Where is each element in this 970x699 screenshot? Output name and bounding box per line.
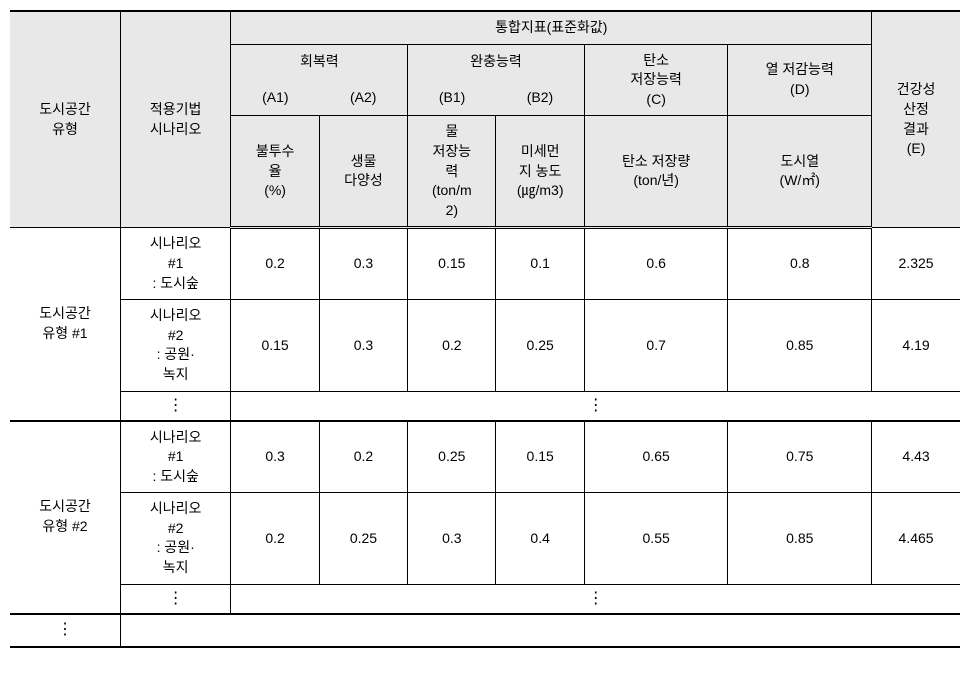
hdr-b2-code: (B2)	[496, 80, 584, 116]
ellipsis-row: ⋮⋮	[10, 391, 960, 421]
value-cell: 0.1	[496, 228, 584, 300]
value-cell: 0.3	[319, 228, 407, 300]
hdr-heat: 열 저감능력	[766, 61, 834, 77]
value-cell: 0.85	[728, 493, 872, 584]
hdr-space-type: 도시공간유형	[10, 11, 120, 228]
value-cell: 0.7	[584, 300, 728, 391]
hdr-a2-code: (A2)	[319, 80, 407, 116]
table-body: 도시공간유형 #1시나리오#1: 도시숲0.20.30.150.10.60.82…	[10, 228, 960, 647]
table-row: 도시공간유형 #1시나리오#1: 도시숲0.20.30.150.10.60.82…	[10, 228, 960, 300]
hdr-b1-code: (B1)	[408, 80, 496, 116]
value-cell: 0.25	[408, 421, 496, 493]
value-cell: 0.2	[408, 300, 496, 391]
table-header: 도시공간유형 적용기법시나리오 통합지표(표준화값) 건강성산정결과(E) 회복…	[10, 11, 960, 228]
value-cell: 0.65	[584, 421, 728, 493]
value-cell: 0.55	[584, 493, 728, 584]
group-title: 도시공간유형 #2	[10, 421, 120, 614]
ellipsis-row: ⋮⋮	[10, 584, 960, 614]
table-row: 시나리오#2: 공원·녹지0.150.30.20.250.70.854.19	[10, 300, 960, 391]
hdr-buffer: 완충능력	[408, 44, 585, 80]
hdr-a1-code: (A1)	[231, 80, 319, 116]
hdr-result: 건강성산정결과(E)	[872, 11, 960, 228]
hdr-d-lbl: 도시열(W/㎡)	[728, 116, 872, 228]
hdr-scenario: 적용기법시나리오	[120, 11, 230, 228]
hdr-carbon: 탄소저장능력	[630, 52, 682, 88]
hdr-b1-lbl: 물저장능력(ton/m2)	[408, 116, 496, 228]
value-cell: 0.15	[231, 300, 319, 391]
hdr-c-lbl: 탄소 저장량(ton/년)	[584, 116, 728, 228]
value-cell: 0.6	[584, 228, 728, 300]
hdr-b2-lbl: 미세먼지 농도(㎍/m3)	[496, 116, 584, 228]
hdr-resilience: 회복력	[231, 44, 408, 80]
hdr-composite: 통합지표(표준화값)	[231, 11, 872, 44]
value-cell: 0.25	[319, 493, 407, 584]
result-cell: 2.325	[872, 228, 960, 300]
hdr-a2-lbl: 생물다양성	[319, 116, 407, 228]
vdots-cell: ⋮	[120, 584, 230, 614]
result-cell: 4.465	[872, 493, 960, 584]
scenario-cell: 시나리오#1: 도시숲	[120, 421, 230, 493]
value-cell: 0.3	[231, 421, 319, 493]
hdr-heat-group: 열 저감능력 (D)	[728, 44, 872, 116]
value-cell: 0.25	[496, 300, 584, 391]
vdots-cell: ⋮	[231, 391, 960, 421]
value-cell: 0.85	[728, 300, 872, 391]
indicator-table: 도시공간유형 적용기법시나리오 통합지표(표준화값) 건강성산정결과(E) 회복…	[10, 10, 960, 648]
value-cell: 0.15	[496, 421, 584, 493]
value-cell: 0.2	[231, 228, 319, 300]
value-cell: 0.3	[319, 300, 407, 391]
value-cell: 0.75	[728, 421, 872, 493]
hdr-a1-lbl: 불투수율(%)	[231, 116, 319, 228]
table-row: 도시공간유형 #2시나리오#1: 도시숲0.30.20.250.150.650.…	[10, 421, 960, 493]
result-cell: 4.43	[872, 421, 960, 493]
scenario-cell: 시나리오#2: 공원·녹지	[120, 493, 230, 584]
table-row: 시나리오#2: 공원·녹지0.20.250.30.40.550.854.465	[10, 493, 960, 584]
hdr-d-code: (D)	[790, 81, 809, 97]
scenario-cell: 시나리오#2: 공원·녹지	[120, 300, 230, 391]
value-cell: 0.2	[231, 493, 319, 584]
empty-cell	[120, 614, 960, 648]
value-cell: 0.2	[319, 421, 407, 493]
ellipsis-row: ⋮	[10, 614, 960, 648]
vdots-cell: ⋮	[120, 391, 230, 421]
result-cell: 4.19	[872, 300, 960, 391]
value-cell: 0.15	[408, 228, 496, 300]
value-cell: 0.4	[496, 493, 584, 584]
group-title: 도시공간유형 #1	[10, 228, 120, 421]
value-cell: 0.8	[728, 228, 872, 300]
value-cell: 0.3	[408, 493, 496, 584]
vdots-cell: ⋮	[231, 584, 960, 614]
hdr-carbon-group: 탄소저장능력 (C)	[584, 44, 728, 116]
hdr-c-code: (C)	[646, 91, 665, 107]
vdots-cell: ⋮	[10, 614, 120, 648]
scenario-cell: 시나리오#1: 도시숲	[120, 228, 230, 300]
